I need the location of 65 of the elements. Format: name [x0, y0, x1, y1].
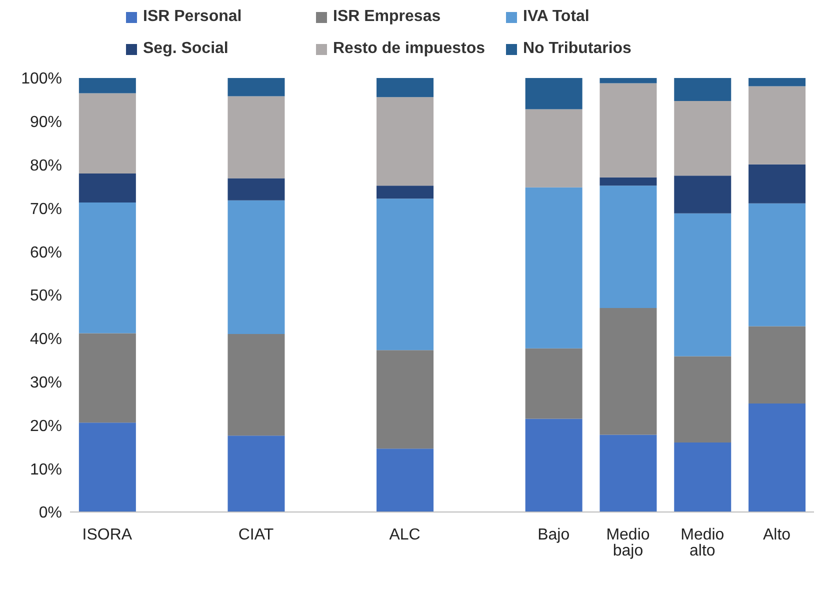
legend-label: IVA Total: [523, 8, 590, 26]
bar: [748, 326, 806, 404]
y-tick-label: 10%: [30, 461, 62, 478]
bar: [600, 434, 657, 512]
bar: [674, 356, 732, 443]
legend-label: No Tributarios: [523, 40, 632, 58]
bar: [674, 213, 732, 356]
x-tick-label: ISORA: [82, 526, 132, 544]
bar: [376, 78, 434, 98]
y-tick-label: 50%: [30, 288, 62, 305]
legend-label: Seg. Social: [143, 40, 228, 58]
bar: [228, 96, 285, 178]
x-tick-label: Medio alto: [680, 526, 724, 560]
bar: [525, 418, 582, 512]
bar: [674, 78, 732, 101]
bar: [525, 109, 582, 188]
y-tick-label: 20%: [30, 418, 62, 435]
bar: [600, 78, 657, 84]
bar: [376, 186, 434, 199]
bar: [525, 348, 582, 419]
legend-label: ISR Empresas: [333, 8, 441, 26]
bar: [78, 422, 136, 512]
bar: [228, 78, 285, 96]
bar: [674, 176, 732, 214]
bar: [376, 350, 434, 449]
bar: [525, 187, 582, 348]
y-tick-label: 80%: [30, 157, 62, 174]
bar: [78, 333, 136, 423]
bar: [748, 78, 806, 86]
bar: [600, 83, 657, 178]
y-tick-label: 90%: [30, 114, 62, 132]
x-tick-label: Alto: [763, 526, 791, 544]
bar: [228, 200, 285, 334]
bar: [748, 86, 806, 164]
y-tick-label: 0%: [38, 504, 62, 522]
y-tick-label: 100%: [21, 70, 62, 88]
bar: [78, 173, 136, 203]
bar: [600, 186, 657, 308]
legend-label: ISR Personal: [143, 8, 242, 26]
bar: [376, 97, 434, 186]
x-tick-label: ALC: [389, 526, 420, 544]
bar: [78, 202, 136, 334]
bar: [376, 198, 434, 350]
x-tick-label: Medio bajo: [606, 526, 650, 560]
bar: [674, 101, 732, 176]
y-tick-label: 40%: [30, 331, 62, 348]
bar: [748, 203, 806, 326]
legend-label: Resto de impuestos: [333, 40, 486, 58]
bar: [376, 448, 434, 512]
bar: [78, 78, 136, 94]
bar: [600, 177, 657, 186]
y-tick-label: 70%: [30, 200, 62, 218]
y-tick-label: 60%: [30, 244, 62, 262]
bar: [228, 334, 285, 436]
bar: [228, 178, 285, 200]
bar: [525, 78, 582, 110]
x-tick-label: CIAT: [238, 526, 274, 544]
bar: [674, 442, 732, 512]
x-tick-label: Bajo: [538, 526, 570, 544]
bar: [748, 164, 806, 204]
bar: [78, 93, 136, 174]
bar: [228, 436, 285, 512]
bar: [600, 308, 657, 435]
bar: [748, 404, 806, 512]
y-tick-label: 30%: [30, 374, 62, 392]
